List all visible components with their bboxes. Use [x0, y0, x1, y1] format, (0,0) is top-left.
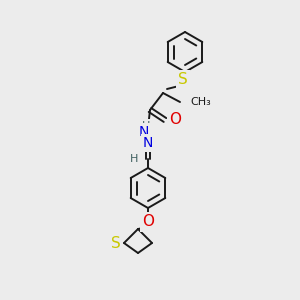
Text: S: S — [111, 236, 121, 250]
Text: CH₃: CH₃ — [190, 97, 211, 107]
Text: N: N — [139, 125, 149, 139]
Text: O: O — [142, 214, 154, 230]
Text: N: N — [143, 136, 153, 150]
Text: O: O — [169, 112, 181, 128]
Text: S: S — [178, 73, 188, 88]
Text: H: H — [130, 154, 138, 164]
Text: H: H — [142, 121, 150, 131]
